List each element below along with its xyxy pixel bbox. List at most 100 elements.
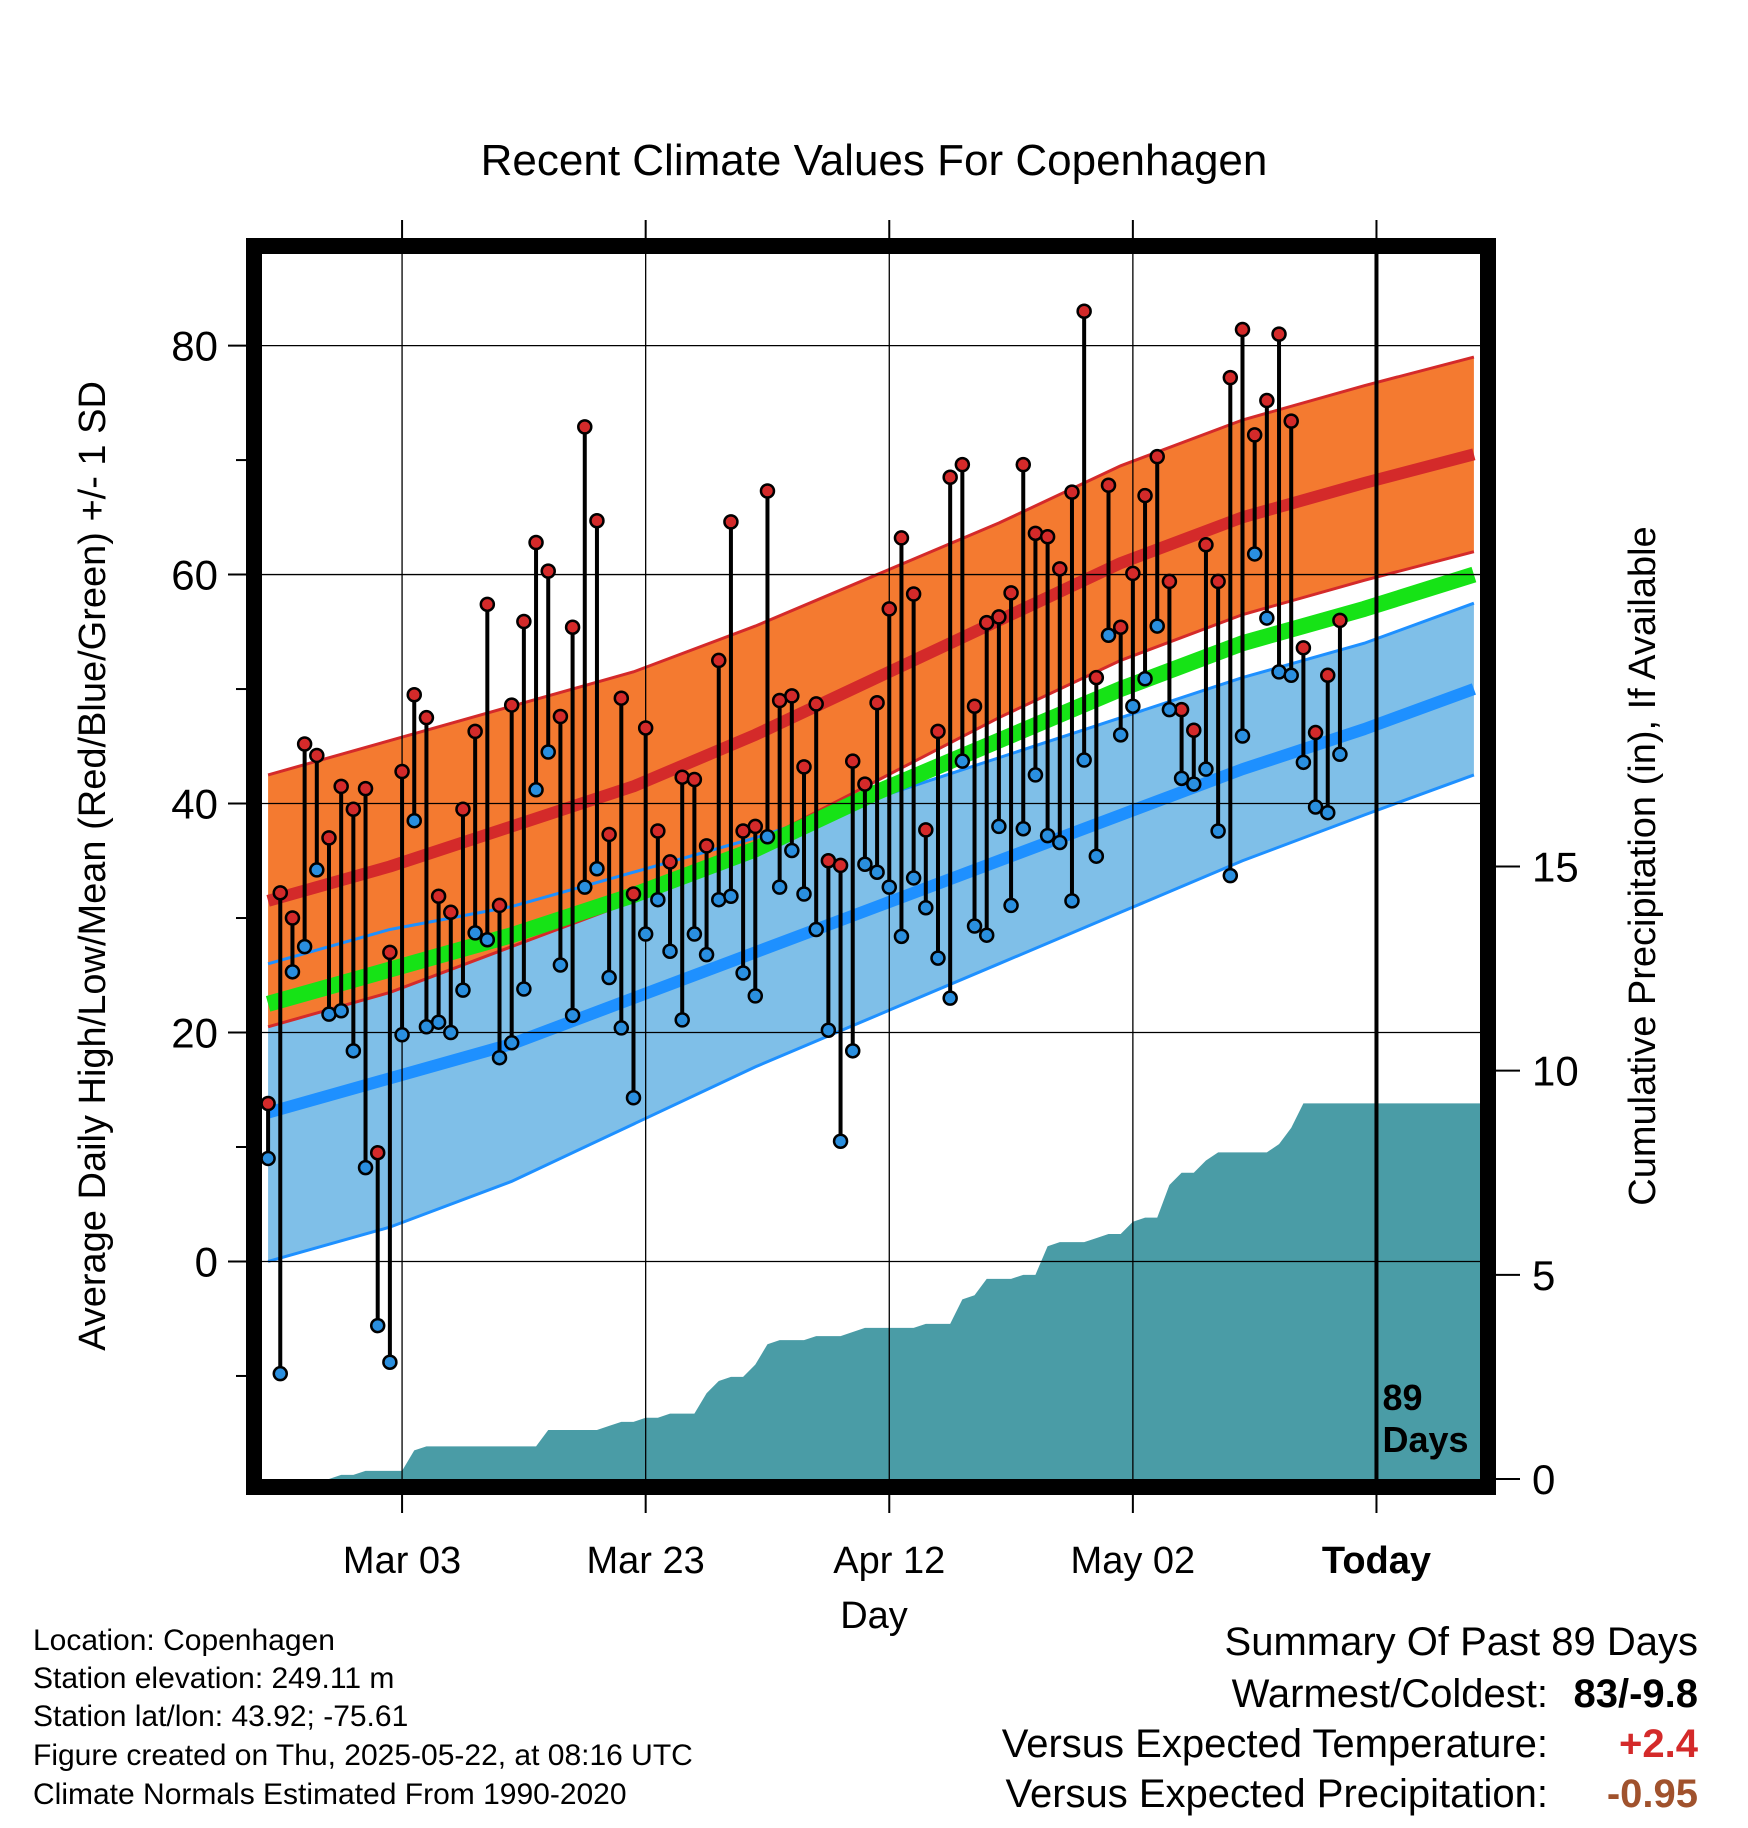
high-point (1259, 392, 1275, 409)
summary-heading: Summary Of Past 89 Days (1224, 1620, 1698, 1664)
low-point (905, 870, 922, 886)
high-point (918, 822, 934, 838)
low-point (1246, 546, 1263, 562)
high-point (1222, 369, 1239, 386)
low-point (564, 1007, 581, 1024)
precip-area (268, 1103, 1480, 1479)
high-point (759, 483, 776, 499)
summary-warmest-value: 83/-9.8 (1573, 1672, 1698, 1716)
low-point (1283, 667, 1299, 684)
low-point (796, 886, 812, 902)
high-point (1283, 413, 1299, 429)
low-point (942, 990, 958, 1006)
low-point (1307, 799, 1324, 815)
summary-warmest-label: Warmest/Coldest: (1231, 1672, 1548, 1716)
low-normal-band (268, 603, 1474, 1262)
high-point (662, 854, 678, 870)
low-point (637, 926, 654, 942)
high-point (577, 419, 593, 435)
high-point (1246, 427, 1263, 443)
low-point (1027, 767, 1044, 783)
high-point (564, 619, 581, 635)
low-point (735, 965, 751, 981)
y2-axis-label: Cumulative Precipitation (in), If Availa… (1622, 526, 1664, 1205)
low-point (430, 1014, 447, 1030)
high-point (978, 614, 995, 631)
low-point (771, 879, 788, 895)
low-point (394, 1027, 410, 1043)
low-point (589, 861, 605, 877)
low-point (1015, 820, 1031, 837)
high-point (881, 601, 898, 617)
high-point (625, 886, 642, 902)
x-tick-label: Mar 03 (343, 1540, 461, 1582)
high-point (844, 753, 861, 769)
high-point (516, 613, 532, 630)
low-point (625, 1090, 642, 1106)
low-point (613, 1020, 630, 1036)
low-point (601, 969, 617, 986)
x-tick-label: Today (1322, 1540, 1431, 1582)
y-tick-label: 80 (171, 323, 218, 370)
low-point (723, 888, 739, 905)
high-point (674, 769, 690, 785)
low-point (808, 921, 824, 938)
plot-frame (246, 238, 1496, 1495)
info-created: Figure created on Thu, 2025-05-22, at 08… (33, 1739, 693, 1772)
high-point (1307, 724, 1324, 741)
high-point (784, 688, 800, 704)
low-point (832, 1133, 849, 1150)
high-point (723, 514, 739, 530)
high-point (905, 586, 922, 602)
high-point (796, 759, 812, 775)
high-point (1039, 529, 1056, 545)
low-point (820, 1022, 837, 1038)
high-point (1320, 667, 1336, 684)
low-point (357, 1159, 374, 1176)
summary-temp-row: Versus Expected Temperature: +2.4 (1002, 1722, 1698, 1767)
y2-tick-label: 5 (1532, 1252, 1555, 1299)
high-point (296, 736, 313, 752)
high-point (942, 469, 958, 485)
high-point (1161, 573, 1178, 590)
low-point (893, 928, 910, 945)
high-point (1052, 561, 1068, 577)
high-point (1112, 619, 1129, 635)
high-point (430, 888, 447, 905)
low-point (954, 753, 971, 769)
y2-tick-label: 10 (1532, 1048, 1579, 1095)
low-point (455, 982, 471, 998)
chart-title: Recent Climate Values For Copenhagen (481, 136, 1268, 185)
low-point (662, 943, 678, 959)
low-point (552, 957, 569, 973)
high-point (711, 652, 727, 669)
high-point (394, 763, 410, 780)
summary-temp-label: Versus Expected Temperature: (1001, 1722, 1548, 1766)
low-point (1161, 701, 1178, 718)
low-point (686, 926, 703, 942)
high-point (589, 513, 605, 529)
low-point (528, 782, 544, 798)
high-point (686, 771, 703, 788)
high-point (503, 697, 520, 713)
high-point (382, 944, 398, 961)
low-point (857, 856, 873, 872)
high-point (991, 609, 1007, 625)
high-point (954, 456, 971, 473)
high-point (1137, 487, 1153, 504)
low-point (1295, 754, 1312, 771)
high-point (528, 534, 544, 551)
high-point (406, 687, 422, 703)
x-tick-label: Apr 12 (833, 1540, 945, 1582)
high-point (1332, 612, 1348, 629)
high-point (1295, 640, 1312, 656)
high-point (1064, 484, 1080, 500)
high-point (1210, 573, 1226, 590)
y-tick-label: 0 (195, 1238, 218, 1285)
low-normal-line (266, 683, 1476, 1119)
high-point (455, 801, 471, 818)
low-point (978, 927, 995, 943)
low-point (698, 946, 715, 963)
high-normal-line (266, 448, 1476, 907)
